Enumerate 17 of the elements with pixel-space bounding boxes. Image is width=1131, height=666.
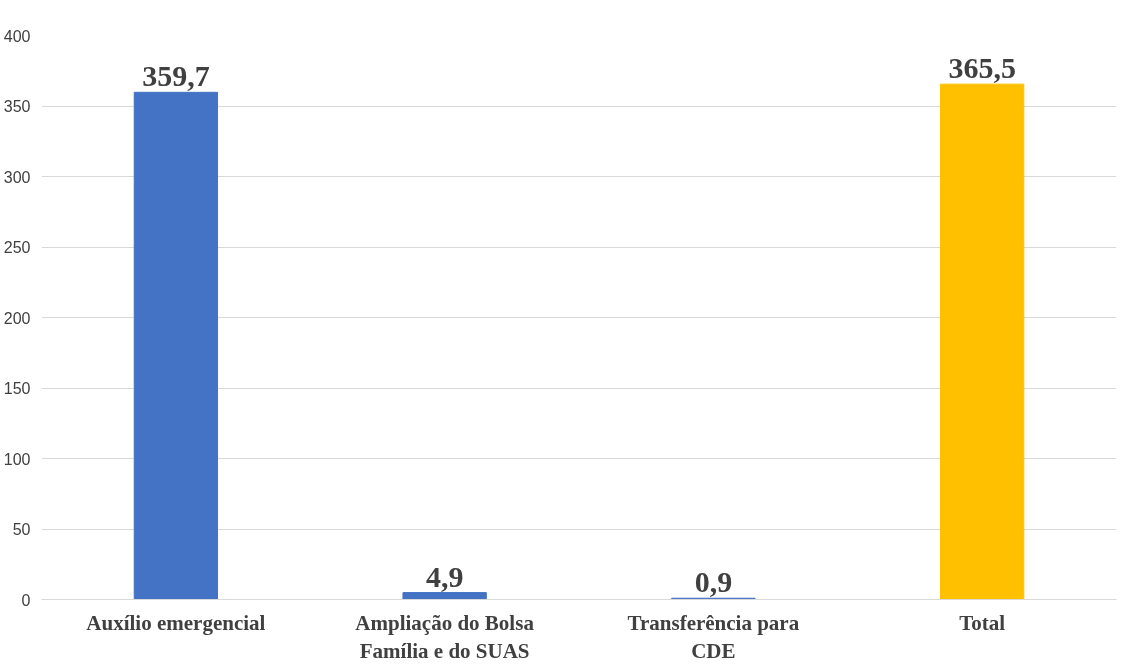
x-tick-label: Total [959, 610, 1006, 635]
data-label: 0,9 [694, 565, 733, 599]
y-tick-label: 200 [3, 309, 31, 327]
x-tick-label: Auxílio emergencial [86, 610, 266, 635]
y-tick-label: 100 [3, 450, 31, 468]
y-tick-label: 300 [3, 168, 31, 186]
x-tick-label: Ampliação do Bolsa Família e do SUAS [355, 610, 535, 664]
y-tick-label: 400 [3, 27, 31, 45]
y-tick-label: 350 [3, 98, 31, 115]
y-tick-label: 0 [21, 591, 31, 609]
data-label: 359,7 [142, 59, 210, 93]
y-tick-label: 250 [3, 239, 31, 256]
y-tick-label: 50 [12, 521, 31, 538]
data-label: 365,5 [948, 51, 1016, 85]
x-tick-label: Transferência para CDE [627, 610, 800, 664]
y-tick-label: 150 [3, 380, 31, 397]
data-label: 4,9 [425, 559, 464, 593]
